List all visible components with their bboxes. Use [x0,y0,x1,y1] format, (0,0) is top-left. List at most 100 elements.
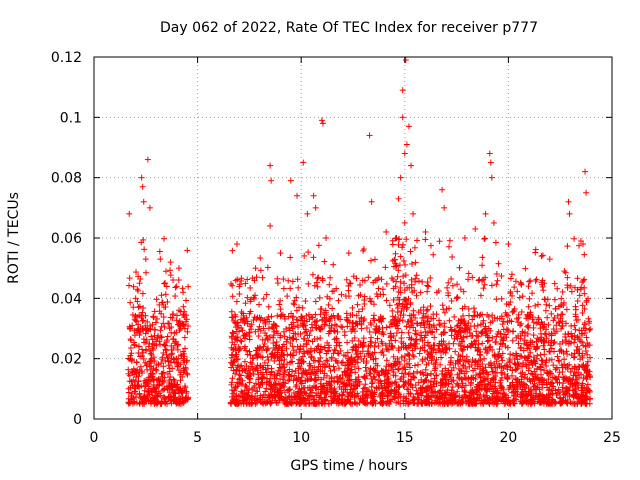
data-point [481,281,488,288]
data-point [427,371,434,378]
y-tick-label: 0.08 [51,171,82,187]
data-point [344,339,351,346]
data-point [130,283,137,290]
data-point [149,387,156,394]
data-point [411,244,418,251]
data-point [152,366,159,373]
data-point [534,335,541,342]
data-point [548,310,555,317]
data-point [318,117,325,124]
data-point [146,388,153,395]
data-point [519,293,526,300]
data-point [161,386,168,393]
data-point [230,390,237,397]
data-point [539,357,546,364]
data-point [532,249,539,256]
data-point [394,273,401,280]
x-tick-label: 10 [292,430,310,446]
data-point [586,326,593,333]
data-point [360,335,367,342]
data-point [439,302,446,309]
data-point [156,248,163,255]
data-point [532,278,539,285]
data-point [178,389,185,396]
data-point [163,283,170,290]
data-point [317,311,324,318]
data-point [382,264,389,271]
data-point [269,324,276,331]
data-point [496,346,503,353]
data-point [534,352,541,359]
data-point [158,397,165,404]
data-point [454,281,461,288]
data-point [403,141,410,148]
data-point [131,341,138,348]
data-point [494,277,501,284]
data-point [319,120,326,127]
data-point [414,368,421,375]
data-point [177,351,184,358]
data-point [532,246,539,253]
data-point [137,353,144,360]
data-point [145,376,152,383]
data-point [233,241,240,248]
data-point [547,342,554,349]
data-point [312,298,319,305]
data-point [392,250,399,257]
data-point [162,357,169,364]
data-point [141,246,148,253]
data-point [182,384,189,391]
data-point [301,384,308,391]
data-point [422,228,429,235]
data-point [563,306,570,313]
data-point [535,301,542,308]
data-point [139,346,146,353]
data-point [177,371,184,378]
data-point [162,291,169,298]
data-point [134,298,141,305]
data-point [571,235,578,242]
data-point [367,257,374,264]
data-point [493,296,500,303]
data-point [273,339,280,346]
data-point [168,329,175,336]
data-point [167,272,174,279]
data-point [471,323,478,330]
data-point [157,392,164,399]
data-point [228,308,235,315]
data-point [151,308,158,315]
data-point [280,285,287,292]
data-point [299,304,306,311]
data-point [538,253,545,260]
data-point [160,363,167,370]
data-point [410,210,417,217]
data-point [172,381,179,388]
data-point [427,303,434,310]
data-point [181,334,188,341]
data-point [561,268,568,275]
y-tick-label: 0.12 [51,50,82,66]
data-point [174,399,181,406]
data-point [157,333,164,340]
data-point [150,313,157,320]
data-point [132,388,139,395]
data-point [498,295,505,302]
data-point [424,288,431,295]
data-point [148,360,155,367]
data-point [566,210,573,217]
data-point [167,259,174,266]
data-point [134,286,141,293]
data-point [584,381,591,388]
data-point [171,396,178,403]
data-point [368,383,375,390]
data-point [402,261,409,268]
data-point [300,159,307,166]
data-point [162,398,169,405]
data-point [176,318,183,325]
data-point [579,330,586,337]
data-point [395,195,402,202]
data-point [148,351,155,358]
data-point [419,278,426,285]
data-point [265,357,272,364]
data-point [445,279,452,286]
